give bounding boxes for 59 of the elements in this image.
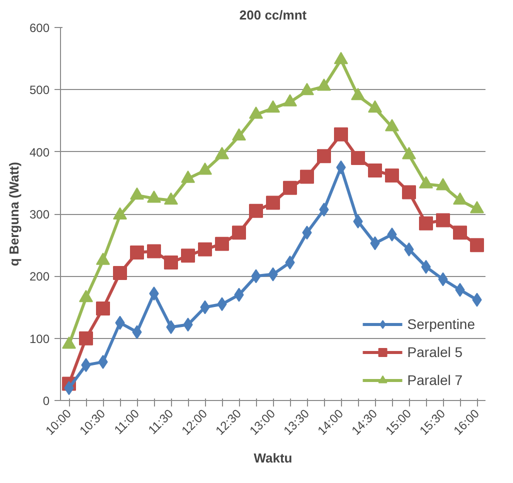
point bbox=[436, 213, 450, 228]
point bbox=[147, 244, 161, 258]
legend-label: Serpentine bbox=[407, 316, 475, 332]
point bbox=[470, 201, 484, 214]
point bbox=[113, 266, 127, 280]
point bbox=[351, 151, 365, 166]
point bbox=[249, 106, 263, 119]
point bbox=[402, 185, 416, 200]
point bbox=[317, 78, 331, 91]
point bbox=[249, 204, 263, 218]
y-tick-label: 300 bbox=[29, 208, 50, 222]
y-tick-label: 100 bbox=[29, 332, 50, 346]
point bbox=[419, 176, 433, 188]
point bbox=[130, 246, 144, 260]
point bbox=[113, 207, 127, 220]
point bbox=[164, 255, 178, 270]
point bbox=[215, 236, 229, 251]
point bbox=[266, 196, 280, 210]
y-tick-label: 500 bbox=[29, 83, 50, 98]
y-tick-label: 600 bbox=[29, 21, 50, 35]
y-tick-label: 200 bbox=[29, 270, 50, 284]
point bbox=[198, 162, 212, 175]
point bbox=[266, 100, 280, 113]
point bbox=[79, 331, 93, 346]
chart-title: 200 cc/mnt bbox=[239, 8, 308, 22]
point bbox=[402, 146, 416, 160]
point bbox=[232, 226, 246, 240]
point bbox=[453, 226, 467, 240]
point bbox=[368, 100, 382, 113]
point bbox=[283, 180, 297, 195]
point bbox=[232, 128, 246, 141]
x-axis-title: Waktu bbox=[254, 450, 292, 466]
point bbox=[147, 190, 161, 203]
point bbox=[385, 168, 399, 182]
point bbox=[436, 178, 450, 190]
point bbox=[215, 146, 229, 160]
point bbox=[385, 118, 399, 132]
point bbox=[164, 192, 178, 205]
point bbox=[96, 301, 110, 316]
point bbox=[300, 82, 314, 96]
point bbox=[470, 238, 484, 252]
point bbox=[368, 163, 382, 178]
point bbox=[130, 187, 144, 200]
y-tick-label: 0 bbox=[42, 394, 50, 408]
point bbox=[181, 248, 195, 263]
y-tick-label: 400 bbox=[29, 145, 50, 160]
point bbox=[283, 94, 297, 106]
point bbox=[419, 216, 433, 230]
point bbox=[453, 192, 467, 205]
point bbox=[334, 127, 348, 142]
y-axis-title: q Berguna (Watt) bbox=[6, 162, 22, 266]
point bbox=[317, 149, 331, 164]
legend-label: Paralel 7 bbox=[407, 372, 463, 388]
point bbox=[198, 242, 212, 256]
point bbox=[300, 170, 314, 184]
point bbox=[334, 52, 348, 64]
legend-label: Paralel 5 bbox=[407, 344, 463, 360]
point bbox=[181, 170, 195, 183]
point bbox=[351, 88, 365, 100]
